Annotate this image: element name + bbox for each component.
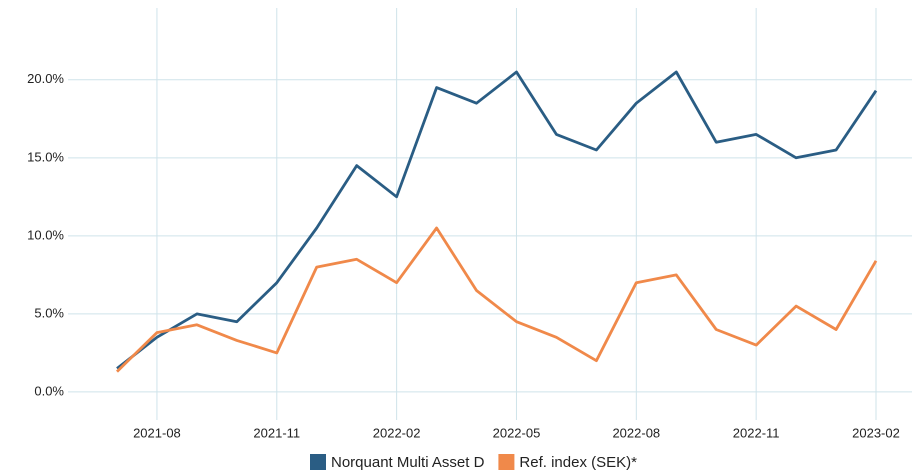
line <box>116 226 878 373</box>
x-tick-label: 2022-05 <box>493 425 541 440</box>
x-tick-label: 2022-02 <box>373 425 421 440</box>
y-tick-label: 5.0% <box>34 305 64 320</box>
y-tick-label: 20.0% <box>27 71 64 86</box>
x-tick-label: 2022-08 <box>612 425 660 440</box>
x-tick-label: 2023-02 <box>852 425 900 440</box>
legend-swatch <box>498 454 515 470</box>
x-tick-label: 2021-08 <box>133 425 181 440</box>
y-tick-label: 10.0% <box>27 227 64 242</box>
legend-label: Ref. index (SEK)* <box>519 454 637 471</box>
legend-label: Norquant Multi Asset D <box>331 454 485 471</box>
y-tick-label: 15.0% <box>27 149 64 164</box>
line <box>116 70 878 370</box>
x-tick-label: 2021-11 <box>253 425 300 440</box>
legend-swatch <box>310 454 326 470</box>
y-tick-label: 0.0% <box>34 383 64 398</box>
x-tick-label: 2022-11 <box>733 425 780 440</box>
